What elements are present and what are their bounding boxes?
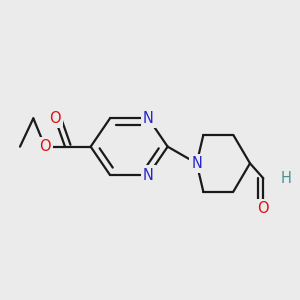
Text: N: N xyxy=(143,111,154,126)
Text: O: O xyxy=(257,201,269,216)
Text: N: N xyxy=(191,156,202,171)
Text: O: O xyxy=(39,139,51,154)
Text: O: O xyxy=(49,111,61,126)
Text: H: H xyxy=(281,171,292,186)
Text: N: N xyxy=(143,167,154,182)
